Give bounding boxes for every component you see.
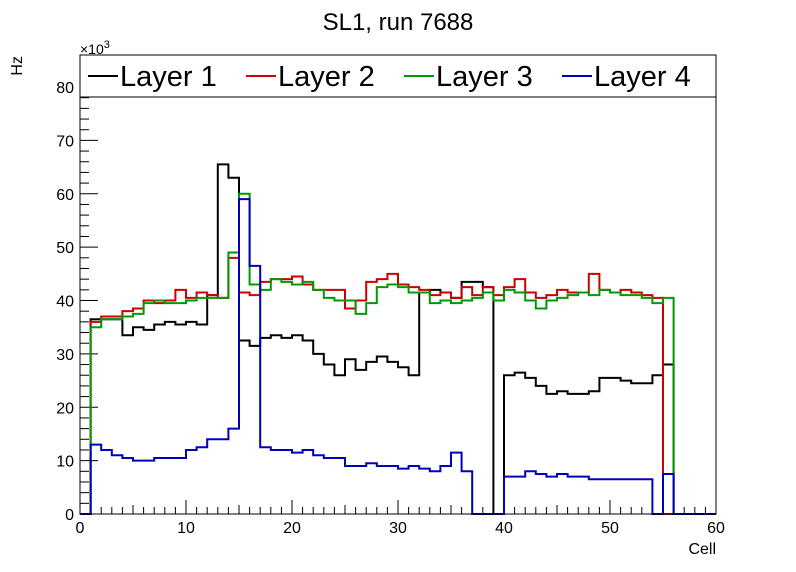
y-tick-label: 50 <box>56 240 74 257</box>
y-tick-label: 0 <box>65 507 74 524</box>
x-tick-label: 0 <box>76 520 85 537</box>
x-tick-label: 20 <box>283 520 301 537</box>
legend: Layer 1 Layer 2 Layer 3 Layer 4 <box>79 54 717 98</box>
series-line-layer-3 <box>80 192 716 515</box>
y-tick-label: 10 <box>56 454 74 471</box>
y-tick-label: 60 <box>56 187 74 204</box>
legend-label-layer-2: Layer 2 <box>278 61 375 93</box>
x-tick-label: 30 <box>389 520 407 537</box>
legend-label-layer-4: Layer 4 <box>594 61 691 93</box>
series-line-layer-2 <box>80 256 716 515</box>
legend-label-layer-3: Layer 3 <box>436 61 533 93</box>
y-axis-title: Hz <box>9 56 26 76</box>
series-line-layer-4 <box>80 198 716 515</box>
y-tick-label: 30 <box>56 347 74 364</box>
x-tick-label: 60 <box>707 520 725 537</box>
x-tick-label: 10 <box>177 520 195 537</box>
legend-box <box>79 54 717 98</box>
y-tick-label: 70 <box>56 133 74 150</box>
legend-label-layer-1: Layer 1 <box>120 61 217 93</box>
y-multiplier-base: ×10 <box>80 41 104 57</box>
series-line-layer-1 <box>80 163 716 515</box>
y-tick-label: 80 <box>56 80 74 97</box>
y-multiplier-exponent: 3 <box>104 39 110 51</box>
y-tick-label: 40 <box>56 294 74 311</box>
series-layer <box>80 163 716 515</box>
x-tick-label: 50 <box>601 520 619 537</box>
y-tick-label: 20 <box>56 400 74 417</box>
x-tick-label: 40 <box>495 520 513 537</box>
x-axis-title: Cell <box>688 541 716 558</box>
chart-title: SL1, run 7688 <box>323 9 474 36</box>
y-axis-multiplier: ×103 <box>80 39 110 57</box>
